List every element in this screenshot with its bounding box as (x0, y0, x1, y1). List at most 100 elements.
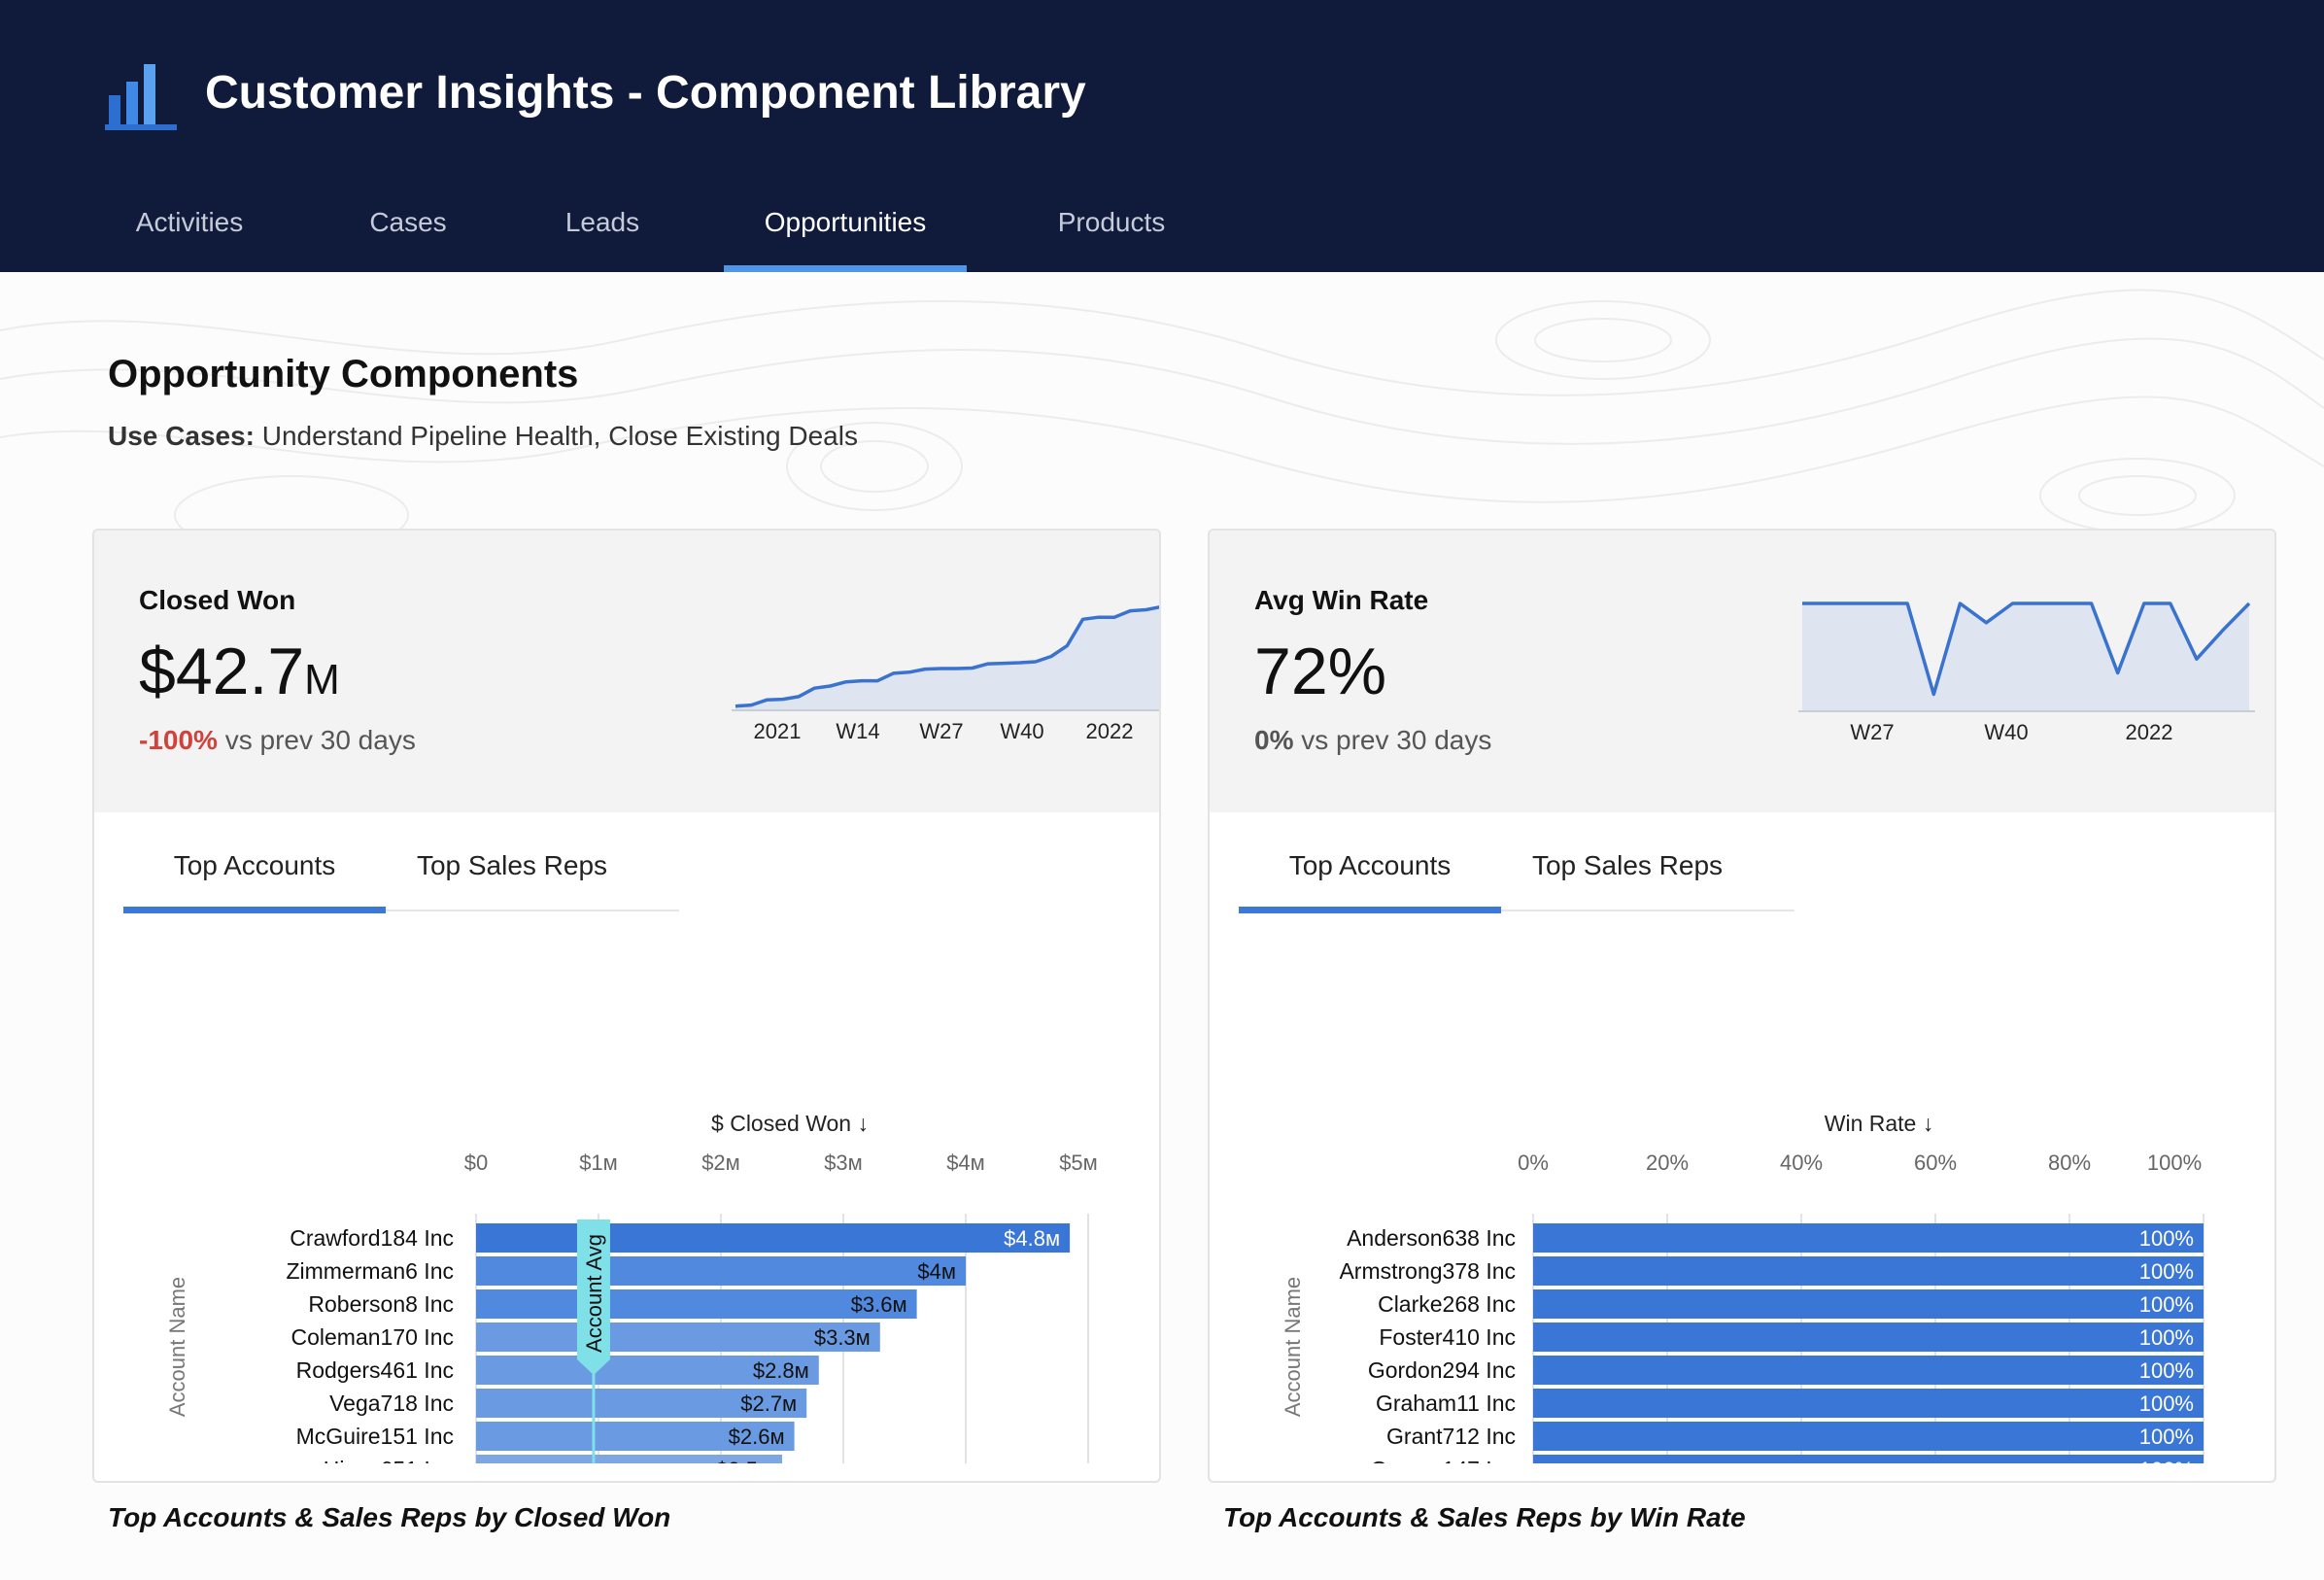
category-label: Grant712 Inc (1386, 1424, 1516, 1449)
category-label: McGuire151 Inc (296, 1424, 454, 1449)
main-nav: Activities Cases Leads Opportunities Pro… (0, 185, 2324, 272)
category-label: Vega718 Inc (329, 1391, 454, 1416)
delta-suffix: vs prev 30 days (217, 725, 416, 755)
bar (1533, 1422, 2204, 1451)
category-label: Zimmerman6 Inc (286, 1258, 454, 1284)
tab-products[interactable]: Products (1057, 207, 1166, 237)
bar-value-label: $3.3м (814, 1325, 871, 1350)
use-cases: Use Cases: Understand Pipeline Health, C… (108, 421, 858, 452)
bar (476, 1289, 917, 1319)
bar (1533, 1356, 2204, 1385)
tab-top-sales-reps[interactable]: Top Sales Reps (1531, 850, 1724, 880)
kpi-delta: 0% vs prev 30 days (1254, 725, 1491, 756)
tab-top-accounts[interactable]: Top Accounts (1239, 832, 1501, 913)
x-tick-label: $0 (464, 1151, 488, 1175)
category-label: Armstrong378 Inc (1339, 1258, 1516, 1284)
use-cases-text: Understand Pipeline Health, Close Existi… (254, 421, 858, 451)
bar-value-label: 100% (2139, 1325, 2194, 1350)
bar-value-label: 100% (2139, 1292, 2194, 1317)
sparkline-tick-label: W40 (1000, 719, 1043, 743)
chart-title: $ Closed Won ↓ (711, 1111, 869, 1136)
closed-won-sparkline: 2021 W14 W27 W40 2022 (732, 605, 1159, 743)
kpi-panel: Closed Won $42.7M -100% vs prev 30 days … (94, 531, 1159, 812)
sparkline-tick-label: W27 (919, 719, 963, 743)
reference-line-label-bg (576, 1219, 610, 1375)
bar-value-label: 100% (2139, 1458, 2194, 1463)
kpi-label: Avg Win Rate (1254, 585, 1429, 615)
category-label: Crawford184 Inc (290, 1225, 454, 1251)
bar (1533, 1289, 2204, 1319)
bar (476, 1455, 782, 1463)
sparkline-tick-label: 2022 (1086, 719, 1134, 743)
bar-value-label: 100% (2139, 1391, 2194, 1416)
kpi-panel: Avg Win Rate 72% 0% vs prev 30 days W27 W… (1210, 531, 2274, 812)
kpi-delta: -100% vs prev 30 days (139, 725, 416, 756)
bar (476, 1223, 1071, 1253)
bar-chart-logo-icon (105, 64, 177, 130)
tab-top-accounts[interactable]: Top Accounts (123, 832, 386, 913)
win-rate-sparkline: W27 W40 2022 (1798, 601, 2255, 744)
section-title: Opportunity Components (108, 353, 579, 395)
reference-line-label: Account Avg (582, 1234, 606, 1353)
bar-value-label: $2.8м (753, 1358, 809, 1383)
sparkline-tick-label: 2021 (754, 719, 802, 743)
x-tick-label: $2м (701, 1151, 740, 1175)
kpi-value: $42.7M (139, 634, 340, 709)
category-label: Graham11 Inc (1376, 1391, 1516, 1416)
chart-title: Win Rate ↓ (1825, 1111, 1933, 1136)
category-label: Roberson8 Inc (308, 1291, 454, 1317)
kpi-value: 72% (1254, 634, 1386, 709)
sparkline-tick-label: 2022 (2126, 720, 2173, 744)
category-label: Coleman170 Inc (291, 1324, 455, 1350)
x-tick-label: 0% (1518, 1151, 1549, 1175)
x-tick-label: $4м (946, 1151, 985, 1175)
bar (1533, 1455, 2204, 1463)
kpi-label: Closed Won (139, 585, 296, 615)
bar-value-label: $4м (917, 1259, 956, 1284)
sparkline-area (735, 606, 1159, 709)
category-label: Rodgers461 Inc (296, 1357, 454, 1383)
tab-top-sales-reps[interactable]: Top Sales Reps (416, 850, 608, 880)
card-tabs: Top Accounts Top Sales Reps (123, 832, 679, 913)
x-tick-label: 20% (1646, 1151, 1689, 1175)
sparkline-line (735, 605, 1159, 708)
bar-value-label: 100% (2139, 1425, 2194, 1449)
category-label: Hines651 Inc (324, 1457, 454, 1463)
sparkline-tick-label: W14 (836, 719, 879, 743)
bar (476, 1422, 795, 1451)
app-header: Customer Insights - Component Library Ac… (0, 0, 2324, 272)
x-tick-label: 80% (2048, 1151, 2091, 1175)
y-axis-title: Account Name (1281, 1277, 1305, 1417)
x-tick-label: 100% (2147, 1151, 2202, 1175)
bar (476, 1389, 807, 1418)
y-axis-title: Account Name (165, 1277, 189, 1417)
bar-value-label: 100% (2139, 1226, 2194, 1251)
app-title: Customer Insights - Component Library (205, 67, 1086, 119)
category-label: Foster410 Inc (1379, 1324, 1516, 1350)
category-label: Gordon294 Inc (1368, 1357, 1516, 1383)
x-tick-label: $1м (579, 1151, 618, 1175)
bar-value-label: $2.6м (729, 1425, 785, 1449)
x-tick-label: $3м (824, 1151, 863, 1175)
use-cases-label: Use Cases: (108, 421, 255, 451)
tab-leads[interactable]: Leads (564, 207, 640, 237)
x-tick-label: 40% (1780, 1151, 1823, 1175)
kpi-number: 72% (1254, 635, 1387, 708)
card-tabs: Top Accounts Top Sales Reps (1239, 832, 1794, 913)
sparkline-area (1802, 603, 2249, 710)
bar (1533, 1322, 2204, 1352)
bar (1533, 1389, 2204, 1418)
sparkline-line (1802, 601, 2251, 697)
win-rate-bar-chart: Win Rate ↓ 0% 20% 40% 60% 80% 100% Account Name… (1281, 1111, 2204, 1463)
x-tick-label: $5м (1059, 1151, 1098, 1175)
bar-value-label: $2.5м (716, 1458, 772, 1463)
bar (476, 1322, 880, 1352)
bar-value-label: 100% (2139, 1259, 2194, 1284)
closed-won-bar-chart: $ Closed Won ↓ $0 $1м $2м $3м $4м $5м Account N… (165, 1111, 1098, 1463)
tab-activities[interactable]: Activities (135, 207, 244, 237)
tab-opportunities[interactable]: Opportunities (724, 185, 967, 272)
category-label: Graves147 Inc (1370, 1457, 1516, 1463)
bar (476, 1256, 966, 1286)
tab-cases[interactable]: Cases (369, 207, 447, 237)
bar (1533, 1223, 2204, 1253)
